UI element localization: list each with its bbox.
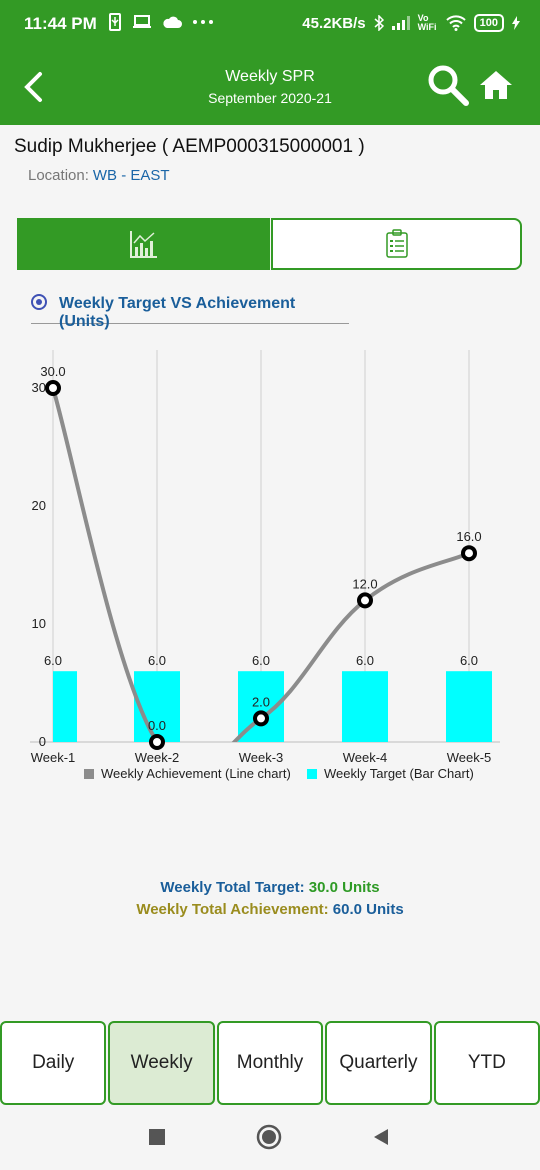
laptop-icon	[133, 15, 151, 28]
location-value: WB - EAST	[92, 167, 170, 184]
legend-label-achievement: Weekly Achievement (Line chart)	[101, 766, 291, 781]
back-nav-icon[interactable]	[374, 1129, 388, 1145]
status-bar: 11:44 PM 45.2KB/s Vo WiFi 100	[0, 0, 540, 48]
tab-list-view[interactable]	[271, 218, 522, 270]
total-achievement-value: 60.0 Units	[332, 901, 404, 918]
usb-icon	[109, 13, 121, 31]
x-tick-label: Week-3	[239, 750, 284, 765]
achievement-point-label: 30.0	[40, 364, 65, 379]
tab-chart-view[interactable]	[17, 218, 270, 270]
legend-label-target: Weekly Target (Bar Chart)	[324, 766, 474, 781]
target-bar-label: 6.0	[460, 653, 478, 668]
achievement-point-label: 2.0	[252, 694, 270, 709]
y-tick-label: 0	[39, 734, 46, 749]
location-label: Location:	[28, 167, 89, 184]
battery-icon: 100	[473, 14, 504, 32]
total-target-row: Weekly Total Target: 30.0 Units	[0, 879, 540, 896]
achievement-point-label: 16.0	[456, 529, 481, 544]
vowifi-label: Vo WiFi	[417, 13, 437, 32]
chart-option-label: Weekly Target VS Achievement (Units)	[59, 295, 296, 330]
search-icon[interactable]	[426, 63, 470, 107]
legend-swatch-target	[307, 769, 317, 779]
chart-option-radio[interactable]: Weekly Target VS Achievement (Units)	[31, 291, 349, 330]
y-tick-label: 30	[32, 380, 46, 395]
period-weekly-button[interactable]: Weekly	[108, 1021, 215, 1105]
signal-icon	[391, 16, 410, 30]
period-daily-button[interactable]: Daily	[0, 1021, 107, 1105]
achievement-line	[51, 387, 470, 742]
location-row: Location: WB - EAST	[28, 167, 170, 184]
page-subtitle: September 2020-21	[208, 90, 332, 106]
bluetooth-icon	[374, 15, 384, 31]
target-bar	[53, 671, 77, 742]
x-tick-label: Week-4	[343, 750, 388, 765]
target-bar-label: 6.0	[356, 653, 374, 668]
total-target-value: 30.0 Units	[308, 879, 380, 896]
achievement-point	[149, 734, 165, 750]
target-bar-label: 6.0	[148, 653, 166, 668]
recents-icon[interactable]	[149, 1129, 165, 1145]
wifi-icon	[445, 15, 466, 31]
x-tick-label: Week-1	[31, 750, 76, 765]
total-achievement-label: Weekly Total Achievement:	[136, 901, 329, 918]
status-right: 45.2KB/s Vo WiFi 100	[302, 14, 520, 32]
network-speed: 45.2KB/s	[302, 14, 366, 32]
status-icons	[108, 13, 214, 31]
target-vs-achievement-chart: 0 10 20 30 6.0 6.0 6.0 6.0 6.0 30.0 0.0 2.0 12.0 16.0…	[30, 350, 500, 781]
target-bar-label: 6.0	[44, 653, 62, 668]
clipboard-list-icon	[385, 229, 408, 258]
back-arrow-icon[interactable]	[20, 70, 50, 104]
chart-icon	[129, 231, 157, 258]
achievement-point	[357, 592, 373, 609]
achievement-point-label: 0.0	[148, 718, 166, 733]
period-selector: Daily Weekly Monthly Quarterly YTD	[0, 1021, 540, 1105]
period-quarterly-button[interactable]: Quarterly	[325, 1021, 432, 1105]
radio-selected-icon[interactable]	[31, 294, 47, 310]
home-nav-icon[interactable]	[256, 1124, 282, 1150]
total-achievement-row: Weekly Total Achievement: 60.0 Units	[0, 901, 540, 918]
status-time: 11:44 PM	[24, 14, 97, 33]
achievement-point	[461, 545, 477, 562]
target-bar	[446, 671, 492, 742]
page-title: Weekly SPR	[225, 68, 315, 85]
employee-name: Sudip Mukherjee ( AEMP000315000001 )	[14, 136, 365, 157]
home-icon[interactable]	[478, 67, 514, 103]
cloud-icon	[163, 16, 182, 28]
total-target-label: Weekly Total Target:	[160, 879, 305, 896]
charging-icon	[512, 16, 520, 30]
target-bar-label: 6.0	[252, 653, 270, 668]
y-tick-label: 10	[32, 616, 46, 631]
achievement-point	[45, 380, 61, 396]
y-tick-label: 20	[32, 498, 46, 513]
x-tick-label: Week-2	[135, 750, 180, 765]
achievement-point-label: 12.0	[352, 576, 377, 591]
x-tick-label: Week-5	[447, 750, 492, 765]
more-notifications-icon	[193, 20, 213, 24]
target-bar	[342, 671, 388, 742]
achievement-point	[253, 710, 269, 727]
system-nav-bar	[149, 1124, 388, 1150]
legend-swatch-achievement	[84, 769, 94, 779]
period-ytd-button[interactable]: YTD	[433, 1021, 540, 1105]
app-header: 11:44 PM 45.2KB/s Vo WiFi 100 Weekly SPR…	[0, 0, 540, 125]
period-monthly-button[interactable]: Monthly	[216, 1021, 324, 1105]
